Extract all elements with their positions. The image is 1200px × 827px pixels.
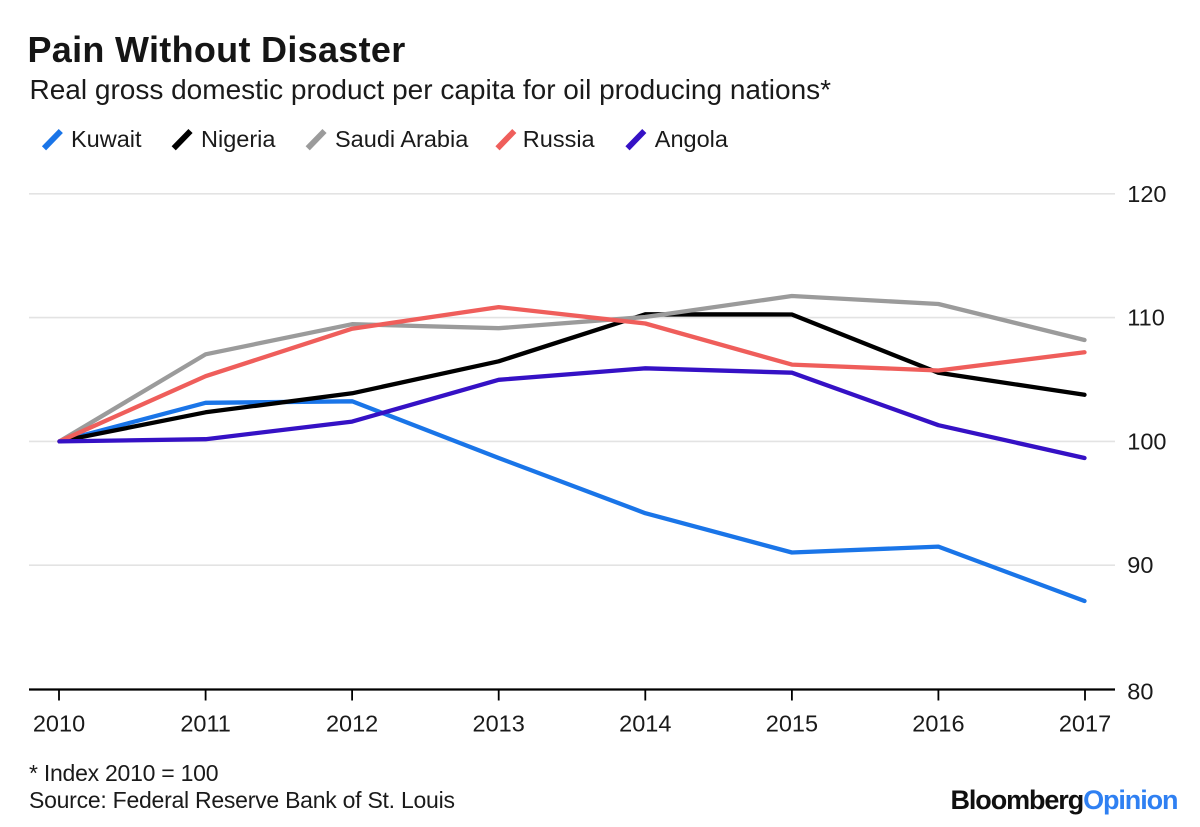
svg-text:80: 80 bbox=[1127, 678, 1153, 704]
svg-text:2017: 2017 bbox=[1059, 711, 1111, 737]
svg-text:2016: 2016 bbox=[912, 711, 964, 737]
svg-text:2010: 2010 bbox=[33, 711, 85, 737]
svg-text:120: 120 bbox=[1127, 181, 1166, 207]
svg-text:90: 90 bbox=[1127, 552, 1153, 578]
svg-text:2015: 2015 bbox=[766, 711, 818, 737]
svg-text:2011: 2011 bbox=[180, 711, 231, 737]
svg-text:2012: 2012 bbox=[326, 711, 378, 737]
svg-text:100: 100 bbox=[1127, 428, 1166, 454]
svg-text:2014: 2014 bbox=[619, 711, 671, 737]
svg-text:2013: 2013 bbox=[473, 711, 525, 737]
svg-text:110: 110 bbox=[1127, 305, 1164, 331]
